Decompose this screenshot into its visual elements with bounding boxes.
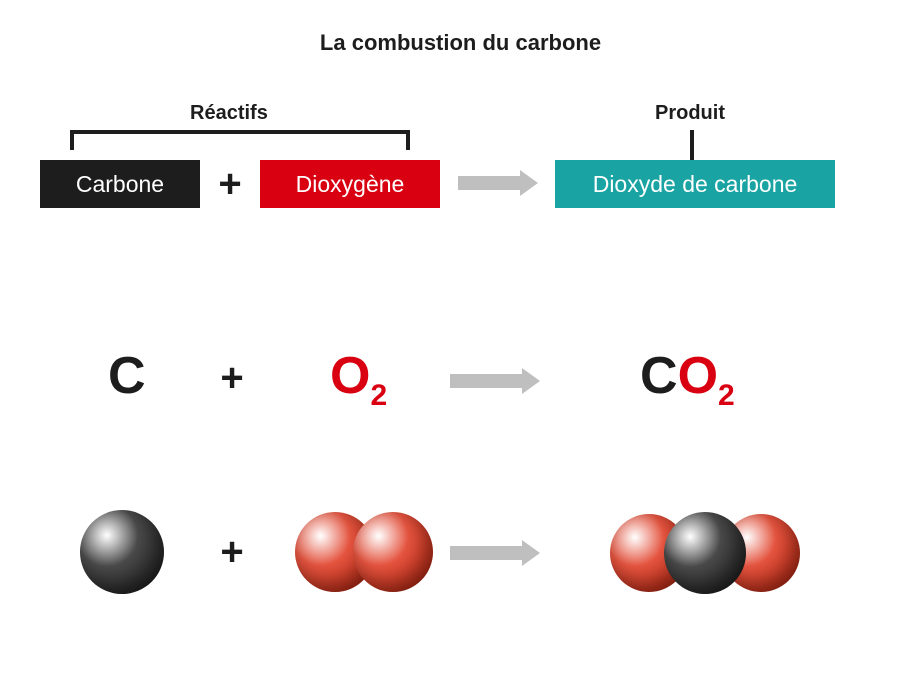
o2-molecule-model: [295, 512, 433, 592]
co2-molecule-model: [610, 512, 800, 594]
symbol-o2: O2: [330, 350, 387, 411]
arrow-row2: [450, 368, 540, 399]
symbol-co2: CO2: [640, 350, 735, 411]
carbon-atom-model: [80, 510, 164, 594]
arrow-row1: [458, 170, 538, 201]
reactants-bracket: [70, 130, 410, 150]
plus-row1: +: [210, 164, 250, 204]
page-title: La combustion du carbone: [0, 30, 921, 56]
arrow-row3: [450, 540, 540, 571]
product-label: Produit: [655, 102, 725, 125]
plus-row2: +: [212, 358, 252, 398]
reactants-label: Réactifs: [190, 102, 268, 125]
symbol-c: C: [108, 350, 146, 402]
dioxygene-box: Dioxygène: [260, 160, 440, 208]
product-box: Dioxyde de carbone: [555, 160, 835, 208]
plus-row3: +: [212, 532, 252, 572]
carbone-box: Carbone: [40, 160, 200, 208]
product-connector: [690, 130, 694, 160]
